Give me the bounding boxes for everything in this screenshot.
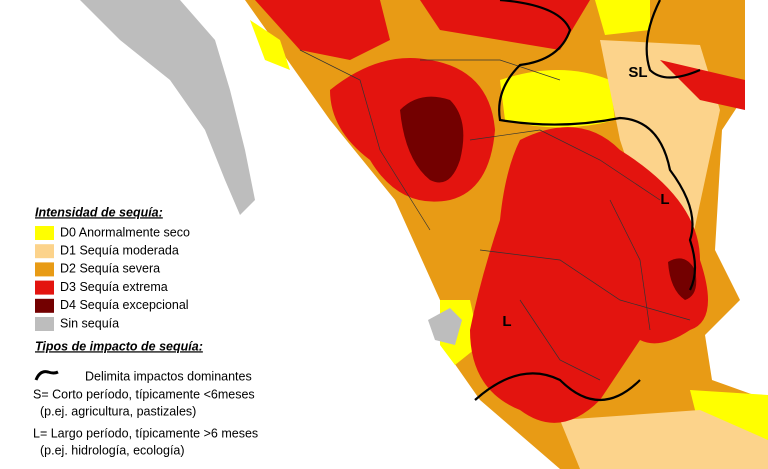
legend-label: Sin sequía — [60, 316, 119, 330]
legend-swatch — [35, 226, 54, 240]
region-d4 — [668, 258, 697, 300]
region-d3 — [255, 0, 390, 60]
impact-text: Delimita impactos dominantes — [85, 369, 252, 383]
legend-title: Intensidad de sequía: — [35, 205, 163, 219]
legend-swatch — [35, 280, 54, 295]
legend-swatch — [35, 317, 54, 331]
map-label: SL — [628, 64, 647, 81]
impact-text: L= Largo período, típicamente >6 meses — [33, 426, 258, 440]
legend-swatch — [35, 262, 54, 277]
region-d4 — [400, 96, 464, 183]
region-none — [428, 308, 462, 345]
impact-text: (p.ej. agricultura, pastizales) — [40, 404, 196, 418]
baja-peninsula — [80, 0, 255, 215]
legend-label: D0 Anormalmente seco — [60, 225, 190, 239]
legend-label: D4 Sequía excepcional — [60, 298, 189, 312]
legend-label: D1 Sequía moderada — [60, 243, 179, 257]
impact-boundary — [645, 0, 701, 79]
legend-label: D3 Sequía extrema — [60, 280, 168, 294]
boundary-icon — [34, 370, 59, 381]
region-d0 — [500, 70, 615, 128]
region-d3 — [470, 127, 708, 423]
legend-label: D2 Sequía severa — [60, 262, 160, 276]
region-d3 — [660, 60, 745, 110]
region-d0 — [595, 0, 650, 35]
region-d0 — [250, 20, 290, 70]
impact-text: S= Corto período, típicamente <6meses — [33, 387, 255, 401]
impact-title: Tipos de impacto de sequía: — [35, 339, 203, 353]
legend-items: D0 Anormalmente seco D1 Sequía moderada D2… — [35, 225, 190, 331]
region-d1 — [600, 40, 720, 250]
map-label: L — [660, 191, 669, 208]
impact-boundary — [498, 0, 697, 291]
map-label: L — [502, 313, 511, 330]
legend-swatch — [35, 298, 54, 313]
region-d1 — [560, 410, 768, 469]
legend: Intensidad de sequía: D0 Anormalmente se… — [33, 205, 258, 457]
impact-boundary — [474, 372, 641, 401]
region-d3 — [420, 0, 590, 50]
legend-swatch — [35, 244, 54, 259]
map: SL L L — [80, 0, 768, 469]
impact-text: (p.ej. hidrología, ecología) — [40, 443, 185, 457]
